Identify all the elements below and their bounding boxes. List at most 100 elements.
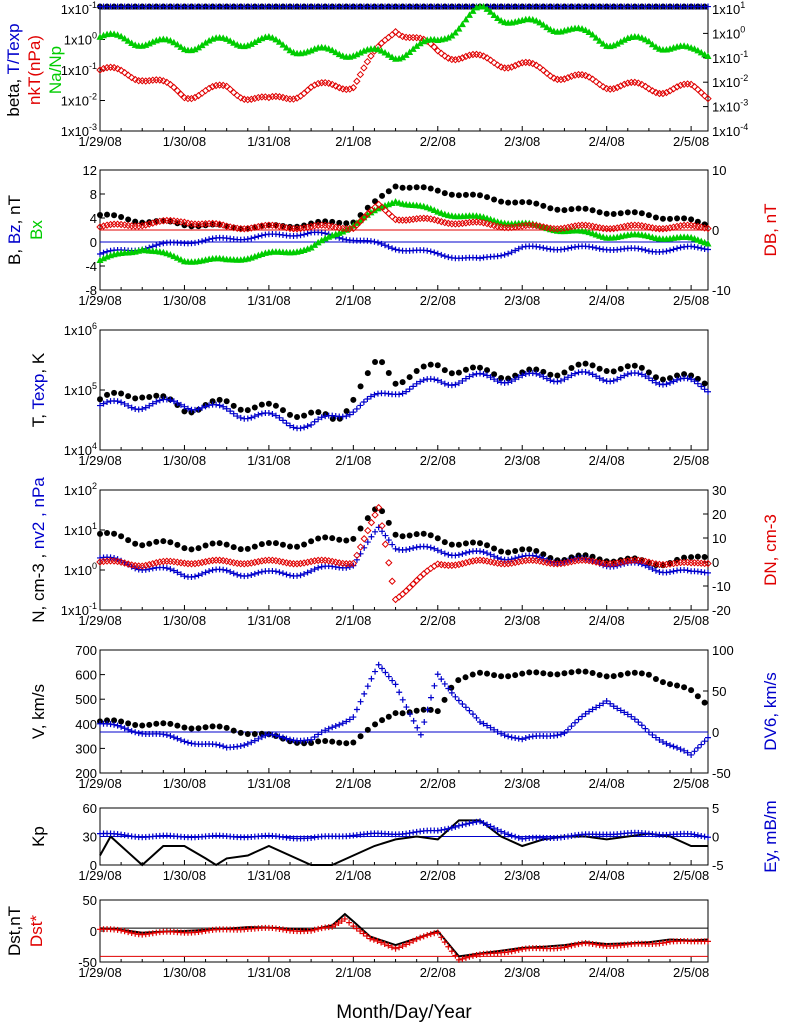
data-point: [234, 413, 241, 420]
data-point: [600, 700, 607, 707]
data-point: [269, 731, 276, 738]
data-point: [223, 724, 230, 731]
data-point: [505, 199, 512, 206]
data-point: [308, 568, 315, 575]
data-point: [507, 63, 516, 71]
data-point: [139, 394, 146, 401]
data-point: [518, 59, 526, 67]
data-point: [498, 673, 505, 680]
data-point: [486, 56, 495, 64]
data-point: [97, 251, 103, 257]
data-point: [301, 541, 308, 548]
data-point: [423, 567, 431, 575]
data-point: [575, 668, 582, 675]
data-point: [533, 366, 540, 373]
data-point: [329, 923, 336, 930]
data-point: [142, 404, 149, 411]
data-point: [480, 3, 488, 10]
x-tick-label: 1/31/08: [247, 965, 290, 980]
data-point: [244, 415, 251, 422]
data-point: [617, 223, 625, 232]
data-point: [652, 567, 659, 574]
data-point: [234, 571, 241, 578]
data-point: [184, 405, 191, 412]
data-point: [529, 59, 537, 68]
data-point: [519, 372, 526, 379]
data-point: [318, 236, 326, 244]
data-point: [659, 376, 666, 383]
data-point: [113, 64, 122, 73]
series-line: [99, 819, 708, 867]
data-point: [564, 223, 572, 232]
data-point: [694, 693, 701, 700]
data-point: [673, 222, 681, 231]
data-point: [511, 558, 519, 567]
data-point: [424, 706, 431, 713]
x-tick-label: 1/29/08: [78, 134, 121, 149]
data-point: [192, 239, 198, 246]
data-point: [431, 376, 438, 383]
data-point: [308, 538, 315, 545]
data-point: [603, 210, 610, 217]
data-point: [191, 559, 199, 568]
data-point: [455, 697, 462, 704]
data-point: [557, 75, 565, 84]
data-point: [153, 398, 160, 405]
data-point: [385, 243, 392, 250]
data-point: [111, 389, 118, 396]
data-point: [364, 515, 371, 522]
data-point: [694, 244, 701, 251]
x-tick-label: 2/3/08: [504, 134, 540, 149]
data-point: [645, 671, 652, 678]
data-point: [687, 80, 695, 89]
panel-dst: -50 0 50 1/29/08 1/30/08 1/31/08 2/1/08 2/2/08 2…: [5, 893, 711, 1023]
data-point: [561, 246, 568, 253]
x-tick-label: 1/31/08: [247, 453, 290, 468]
y-tick-label: 1x100: [64, 31, 97, 48]
data-point: [385, 942, 392, 949]
data-point: [427, 185, 434, 192]
data-point: [539, 66, 548, 74]
data-point: [662, 560, 671, 569]
data-point: [543, 23, 551, 31]
data-point: [484, 670, 491, 677]
data-point: [325, 725, 332, 732]
data-point: [694, 744, 701, 751]
data-point: [458, 219, 467, 228]
y2-tick-label: -50: [712, 766, 731, 781]
data-point: [372, 528, 379, 535]
data-point: [399, 390, 406, 397]
data-point: [272, 540, 279, 547]
data-point: [451, 56, 460, 64]
data-point: [132, 540, 139, 547]
data-point: [667, 742, 673, 749]
data-point: [125, 726, 132, 733]
data-point: [329, 535, 336, 542]
x-tick-label: 1/31/08: [247, 776, 290, 791]
data-point: [247, 40, 255, 47]
panel-kp_ey: 0 30 60 -5 0 5 1/29/08 1/30/08 1/31/08 2/1/08 2/2/…: [29, 800, 780, 883]
data-point: [684, 749, 691, 756]
data-point: [315, 535, 322, 542]
data-point: [192, 573, 198, 580]
data-point: [118, 533, 125, 540]
data-point: [561, 376, 568, 383]
data-point: [557, 377, 564, 384]
data-point: [202, 724, 209, 731]
data-point: [642, 247, 649, 254]
data-point: [374, 938, 381, 945]
data-point: [532, 17, 540, 24]
data-point: [372, 668, 379, 675]
data-point: [581, 71, 590, 80]
y-tick-label: 1x106: [64, 321, 97, 338]
data-point: [97, 212, 103, 218]
data-point: [413, 531, 420, 538]
data-point: [314, 79, 322, 88]
data-point: [315, 416, 322, 423]
data-point: [142, 221, 150, 229]
data-point: [220, 566, 227, 573]
data-point: [287, 543, 293, 550]
x-tick-label: 2/1/08: [335, 965, 371, 980]
data-point: [230, 570, 237, 577]
data-point: [698, 245, 705, 252]
